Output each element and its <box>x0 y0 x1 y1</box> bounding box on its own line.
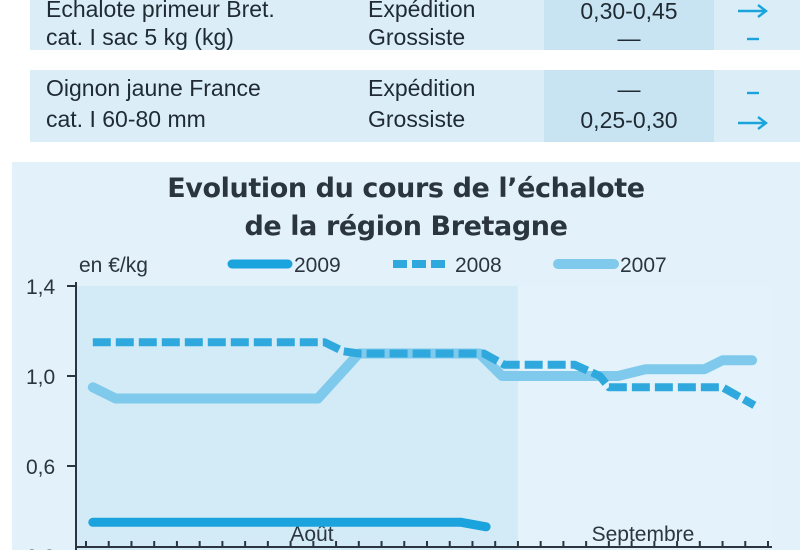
chart-subtitle: de la région Bretagne <box>244 211 568 242</box>
legend-label-2009: 2009 <box>294 254 341 277</box>
price-grossiste: 0,25-0,30 <box>580 107 678 133</box>
arrow-right-icon <box>738 4 768 18</box>
month-label: Septembre <box>592 523 695 546</box>
series-line-2007 <box>87 348 758 404</box>
stage-expedition: Expédition <box>368 75 476 101</box>
y-tick-label: 1,0 <box>26 366 55 389</box>
y-tick-label: 0,6 <box>26 456 55 479</box>
price-grossiste: — <box>617 25 641 51</box>
chart-title: Evolution du cours de l’échalote <box>167 173 645 204</box>
y-tick-label: 0,2 <box>26 546 55 550</box>
price-expedition: — <box>617 76 641 102</box>
month-band-septembre <box>517 286 772 550</box>
price-table-row-1: 0,30-0,45 — Échalote primeur Bret. cat. … <box>30 0 800 51</box>
y-tick-label: 1,4 <box>26 276 56 299</box>
stage-grossiste: Grossiste <box>368 106 466 132</box>
product-name-line-2: cat. I sac 5 kg (kg) <box>46 24 234 50</box>
price-column: — 0,25-0,30 <box>544 70 714 142</box>
price-table-row-2: — 0,25-0,30 Oignon jaune France cat. I 6… <box>30 70 800 142</box>
row-divider <box>30 50 800 70</box>
y-axis-label: en €/kg <box>79 254 148 277</box>
series-line-2009 <box>88 517 491 532</box>
price-expedition: 0,30-0,45 <box>580 0 678 24</box>
series-line-2008 <box>92 338 757 409</box>
dash-icon <box>747 37 759 41</box>
dash-icon <box>747 91 759 95</box>
product-name-line-2: cat. I 60-80 mm <box>46 106 206 132</box>
arrow-right-icon <box>738 116 768 130</box>
product-name-line-1: Échalote primeur Bret. <box>46 0 275 22</box>
month-label: Août <box>290 523 333 546</box>
legend-label-2007: 2007 <box>620 254 667 277</box>
legend-label-2008: 2008 <box>455 254 502 277</box>
product-name-line-1: Oignon jaune France <box>46 75 261 101</box>
price-column: 0,30-0,45 — <box>544 0 714 51</box>
stage-expedition: Expédition <box>368 0 476 22</box>
stage-grossiste: Grossiste <box>368 24 466 50</box>
